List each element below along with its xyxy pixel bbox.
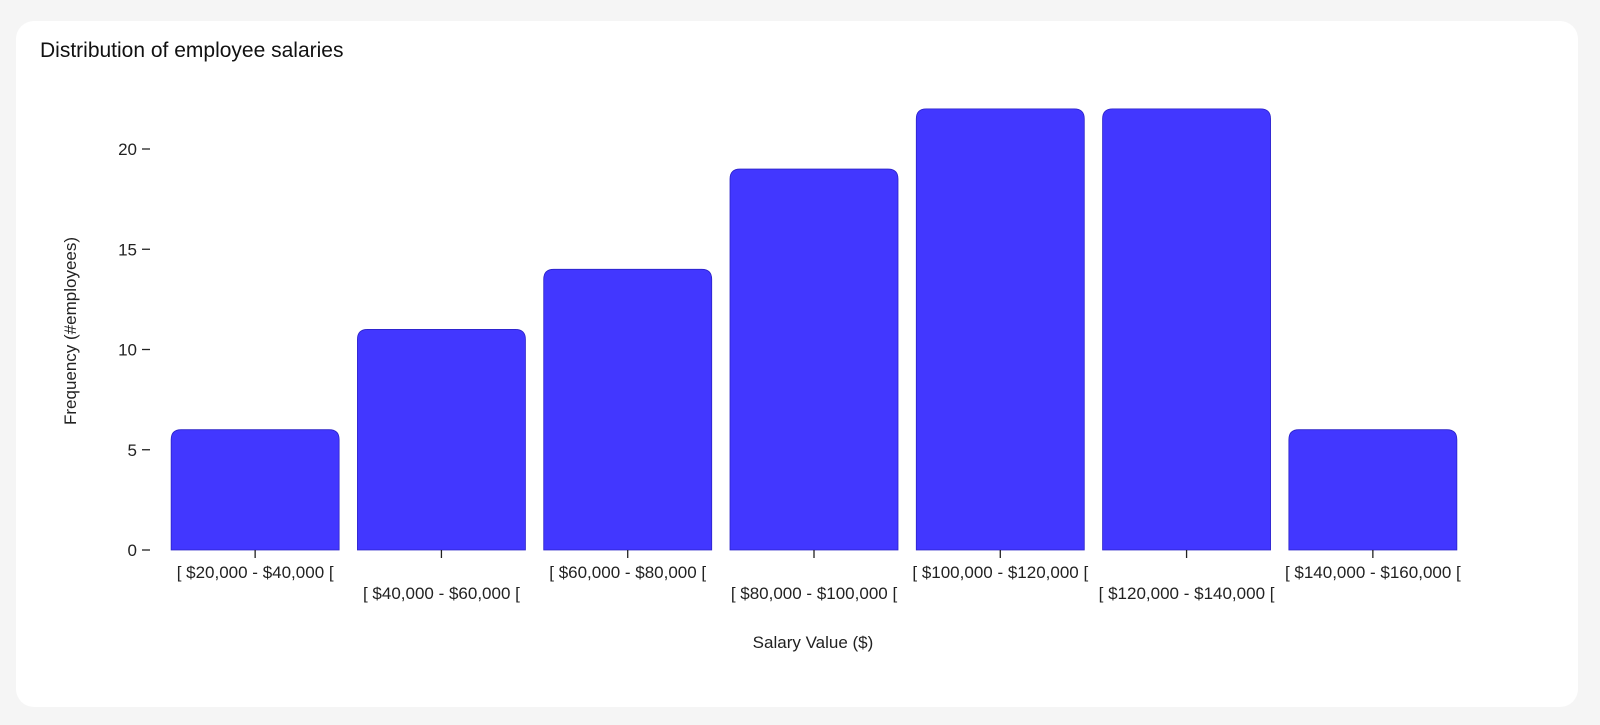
y-tick-label: 10 <box>118 341 137 360</box>
x-tick-label: [ $120,000 - $140,000 [ <box>1099 584 1275 603</box>
y-tick-label: 5 <box>128 441 137 460</box>
x-tick-label: [ $100,000 - $120,000 [ <box>912 563 1088 582</box>
x-tick-label: [ $40,000 - $60,000 [ <box>363 584 520 603</box>
x-tick-label: [ $20,000 - $40,000 [ <box>177 563 334 582</box>
y-tick-label: 15 <box>118 240 137 259</box>
bar <box>543 268 713 551</box>
y-axis-label: Frequency (#employees) <box>61 237 80 425</box>
chart-title: Distribution of employee salaries <box>40 39 344 62</box>
chart-card: Distribution of employee salaries 0 5 10 15… <box>16 21 1578 707</box>
y-tick-label: 0 <box>128 541 137 560</box>
salary-histogram: 0 5 10 15 20 [ $20,000 - $40,000 [ [ $40,000 … <box>61 108 1461 652</box>
y-tick-label: 20 <box>118 140 137 159</box>
y-axis: 0 5 10 15 20 <box>118 140 150 560</box>
x-axis-label: Salary Value ($) <box>753 633 874 652</box>
bar <box>729 168 899 551</box>
bar <box>1288 429 1458 551</box>
x-tick-label: [ $60,000 - $80,000 [ <box>549 563 706 582</box>
bar <box>915 108 1085 551</box>
bars-group <box>170 108 1458 551</box>
x-tick-label: [ $80,000 - $100,000 [ <box>731 584 898 603</box>
x-tick-label: [ $140,000 - $160,000 [ <box>1285 563 1461 582</box>
x-axis: [ $20,000 - $40,000 [ [ $40,000 - $60,000… <box>177 550 1461 603</box>
bar <box>170 429 340 551</box>
bar <box>357 329 526 551</box>
bar <box>1102 108 1271 551</box>
